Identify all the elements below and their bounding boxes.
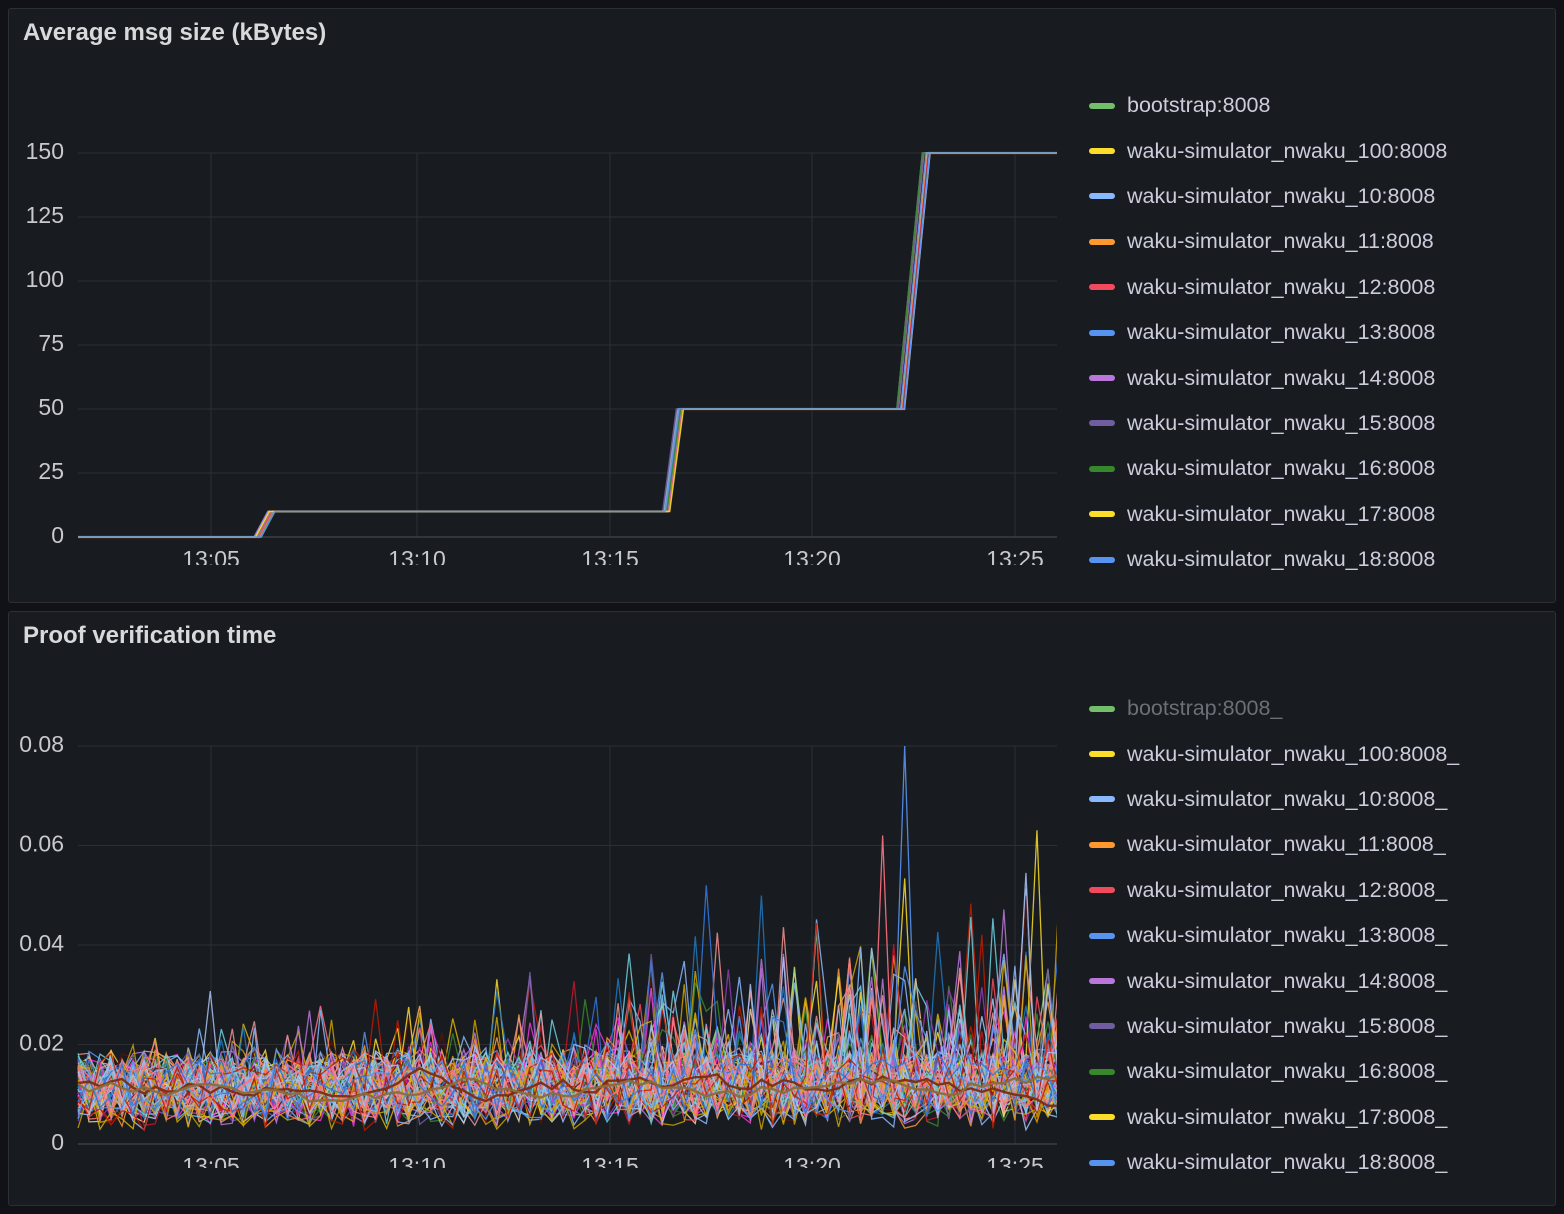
- svg-text:13:25: 13:25: [986, 546, 1044, 565]
- svg-text:13:05: 13:05: [182, 546, 240, 565]
- svg-text:0.02: 0.02: [19, 1030, 64, 1056]
- svg-text:150: 150: [26, 138, 64, 164]
- svg-text:13:05: 13:05: [182, 1153, 240, 1168]
- svg-text:125: 125: [26, 202, 64, 228]
- svg-text:13:15: 13:15: [581, 546, 639, 565]
- svg-text:0: 0: [51, 522, 64, 548]
- svg-text:13:15: 13:15: [581, 1153, 639, 1168]
- svg-text:0.08: 0.08: [19, 731, 64, 757]
- svg-text:75: 75: [38, 330, 64, 356]
- svg-text:0.06: 0.06: [19, 831, 64, 857]
- svg-text:0: 0: [51, 1129, 64, 1155]
- svg-text:13:10: 13:10: [388, 1153, 446, 1168]
- svg-text:13:20: 13:20: [783, 546, 841, 565]
- svg-text:50: 50: [38, 394, 64, 420]
- svg-text:13:10: 13:10: [388, 546, 446, 565]
- svg-text:25: 25: [38, 458, 64, 484]
- svg-text:13:20: 13:20: [783, 1153, 841, 1168]
- svg-text:13:25: 13:25: [986, 1153, 1044, 1168]
- svg-text:100: 100: [26, 266, 64, 292]
- svg-text:0.04: 0.04: [19, 930, 64, 956]
